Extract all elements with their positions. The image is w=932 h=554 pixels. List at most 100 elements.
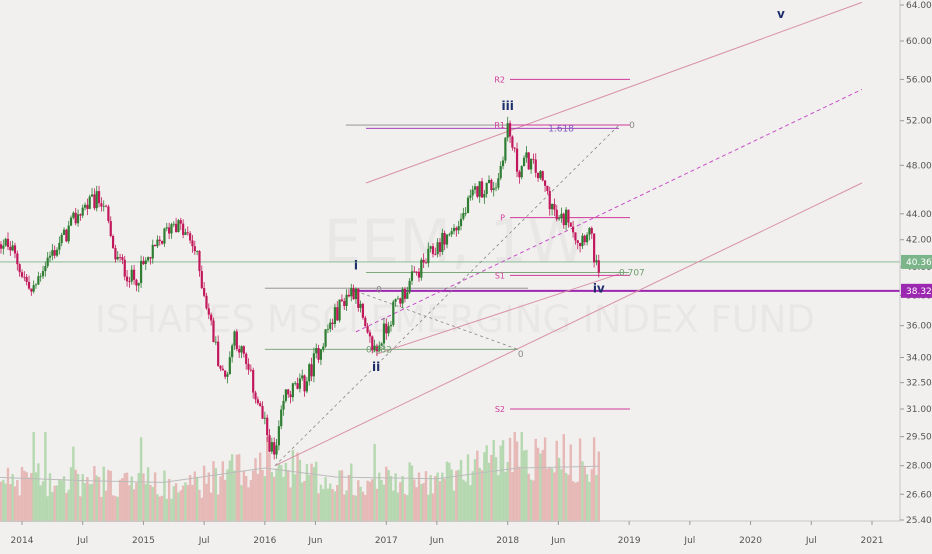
candle-body: [39, 276, 42, 278]
candle-body: [261, 406, 264, 419]
volume-bar: [347, 474, 351, 522]
candle-body: [182, 223, 185, 235]
volume-bar: [114, 496, 117, 522]
volume-bar: [518, 466, 521, 522]
volume-bar: [436, 472, 439, 522]
candle-body: [438, 242, 442, 252]
candle-body: [415, 271, 418, 273]
candle-body: [118, 257, 122, 258]
candle-body: [492, 188, 495, 191]
volume-bar: [527, 473, 530, 522]
volume-bar: [142, 473, 145, 522]
volume-bar: [235, 454, 239, 522]
volume-bar: [361, 491, 365, 522]
volume-bar: [462, 479, 465, 522]
volume-bar: [137, 472, 140, 522]
volume-bar: [473, 459, 477, 522]
x-tick-label: 2018: [496, 536, 519, 546]
volume-bar: [270, 472, 274, 522]
volume-bar: [389, 476, 393, 522]
candle-body: [394, 299, 397, 302]
volume-bar: [319, 484, 323, 522]
candle-body: [137, 283, 140, 286]
volume-bar: [256, 473, 260, 522]
volume-bar: [406, 495, 409, 522]
volume-bar: [233, 470, 236, 522]
fib-zero-label: 0: [629, 121, 635, 131]
volume-bar: [466, 454, 470, 522]
volume-bar: [525, 449, 528, 522]
volume-bar: [550, 468, 554, 522]
candle-body: [11, 245, 14, 251]
volume-bar: [424, 471, 428, 522]
volume-bar: [74, 469, 77, 522]
volume-bar: [25, 472, 28, 522]
volume-bar: [490, 454, 493, 522]
volume-bar: [511, 472, 514, 522]
volume-bar: [539, 453, 542, 522]
candle-body: [30, 288, 33, 292]
candle-body: [471, 189, 474, 196]
candle-body: [562, 213, 565, 226]
candle-body: [123, 259, 126, 277]
candle-body: [72, 212, 75, 218]
volume-bar: [156, 494, 159, 522]
candle-body: [280, 409, 283, 427]
candle-body: [200, 271, 203, 289]
candle-body: [277, 426, 280, 446]
candle-body: [586, 234, 589, 243]
volume-bar: [86, 477, 89, 522]
candle-body: [121, 257, 124, 260]
candle-body: [378, 345, 381, 352]
candle-body: [595, 260, 598, 263]
candle-body: [168, 227, 171, 234]
volume-bar: [46, 496, 49, 522]
volume-bar: [585, 474, 589, 522]
candle-body: [333, 307, 337, 325]
volume-bar: [219, 476, 222, 522]
volume-bar: [403, 493, 407, 522]
current-price-tag: [901, 254, 932, 269]
candle-body: [462, 213, 465, 219]
volume-bar: [280, 465, 283, 522]
wave-label-iii: iii: [502, 99, 514, 113]
candle-body: [210, 314, 213, 321]
candle-body: [305, 381, 308, 392]
volume-bar: [434, 476, 437, 522]
volume-bar: [394, 473, 397, 522]
candle-body: [125, 276, 129, 282]
volume-bar: [67, 489, 70, 522]
volume-bar: [441, 472, 444, 522]
volume-bar: [478, 467, 481, 522]
candle-body: [107, 206, 110, 222]
candle-body: [165, 227, 168, 229]
candle-body: [273, 442, 276, 455]
volume-bar: [378, 472, 381, 522]
candle-body: [497, 178, 500, 188]
candle-body: [466, 197, 470, 213]
volume-bar: [317, 493, 320, 522]
volume-bar: [226, 469, 229, 522]
volume-bar: [6, 467, 10, 522]
channel-line-2: [355, 89, 863, 333]
candle-body: [478, 181, 481, 197]
candle-body: [308, 364, 311, 382]
candle-body: [317, 348, 320, 360]
candle-body: [347, 294, 351, 297]
volume-bar: [543, 437, 547, 522]
candle-body: [231, 345, 234, 358]
volume-bar: [205, 483, 208, 522]
volume-bar: [130, 476, 133, 522]
candle-body: [177, 220, 180, 233]
volume-bar: [207, 472, 211, 522]
volume-bar: [301, 482, 304, 522]
y-tick-label: 32.50: [906, 379, 932, 389]
volume-bar: [109, 470, 112, 522]
volume-bar: [303, 480, 306, 522]
volume-bar: [177, 492, 180, 522]
volume-bar: [23, 470, 26, 522]
candles: [0, 116, 600, 460]
candle-body: [27, 281, 31, 289]
volume-bar: [333, 491, 337, 522]
candle-body: [245, 353, 248, 364]
